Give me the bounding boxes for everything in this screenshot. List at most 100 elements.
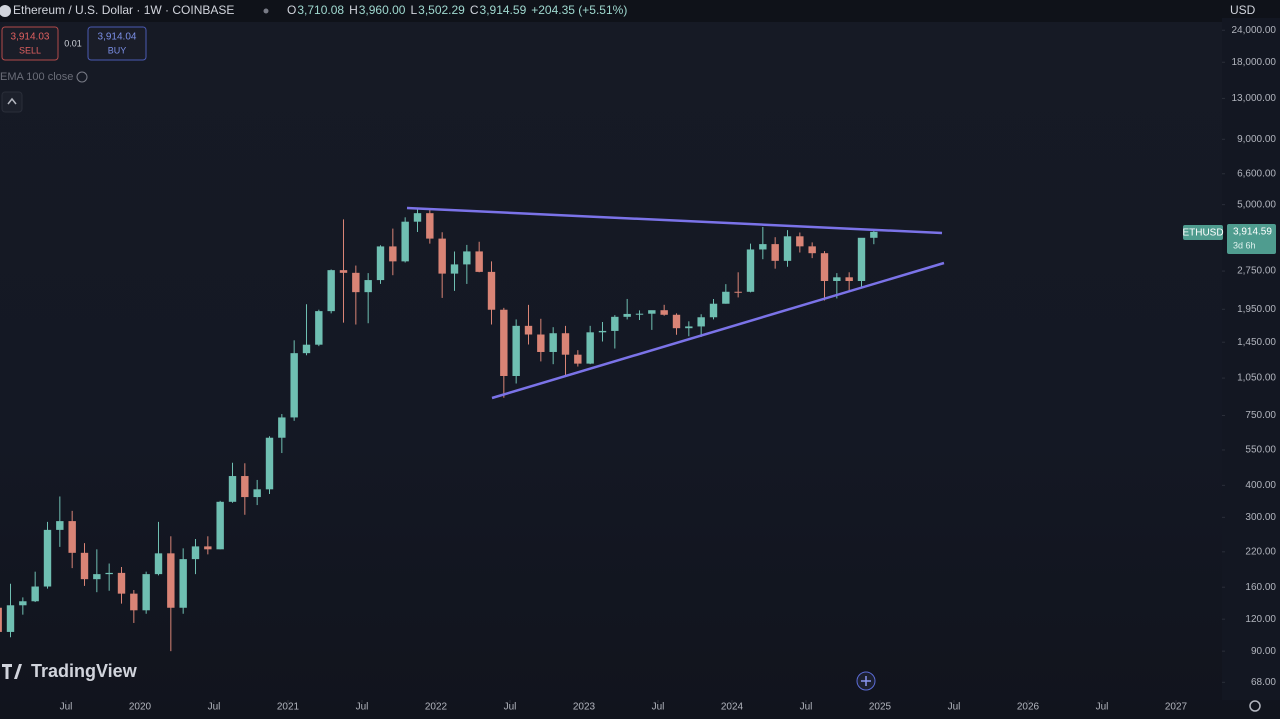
buy-button[interactable] (87, 26, 147, 61)
candle-body (783, 236, 792, 261)
candle-body (154, 553, 163, 575)
candle-body (450, 264, 459, 274)
candle-body (80, 552, 89, 580)
x-tick-label: 2024 (721, 702, 744, 713)
top-bar (0, 0, 1280, 22)
y-tick-label: 220.00 (1245, 546, 1276, 557)
candle-body (635, 313, 644, 315)
candle-body (31, 586, 39, 602)
candle-body (561, 333, 570, 355)
y-tick-label: 400.00 (1245, 480, 1276, 491)
add-icon (861, 676, 871, 686)
y-tick-label: 13,000.00 (1232, 93, 1277, 104)
legend-value: 3,502.29 (418, 3, 465, 17)
sell-button[interactable] (1, 26, 59, 61)
symbol-tag (1183, 225, 1223, 240)
candle-body (339, 270, 348, 273)
candle-body (475, 251, 483, 272)
legend-change: +204.35 (+5.51%) (531, 3, 627, 17)
candle-body (598, 330, 607, 333)
candle-body (364, 280, 372, 293)
candle-body (709, 303, 718, 318)
buy-label: BUY (108, 45, 127, 55)
candle-body (512, 325, 520, 376)
candle-body (228, 476, 237, 502)
legend-key: O (287, 3, 296, 17)
currency[interactable]: USD (1230, 3, 1256, 17)
y-tick-label: 550.00 (1245, 445, 1276, 456)
x-tick-label: 2027 (1165, 702, 1188, 713)
buy-price: 3,914.04 (98, 32, 137, 43)
legend-key: L (410, 3, 417, 17)
eth-icon (0, 5, 11, 17)
y-tick-label: 120.00 (1245, 614, 1276, 625)
candle-body (130, 593, 138, 611)
candle-body (105, 572, 113, 575)
x-tick-label: Jul (504, 702, 517, 713)
price-axis (1222, 18, 1280, 700)
y-tick-label: 68.00 (1251, 677, 1276, 688)
y-tick-label: 160.00 (1245, 582, 1276, 593)
candle-body (845, 277, 853, 282)
x-tick-label: Jul (356, 702, 369, 713)
candle-body (253, 489, 261, 498)
y-tick-label: 1,050.00 (1237, 373, 1276, 384)
settings-icon[interactable] (1249, 700, 1261, 712)
candle-body (426, 213, 434, 239)
candle-body (808, 246, 816, 254)
spread: 0.01 (64, 38, 82, 48)
legend-value: 3,710.08 (297, 3, 344, 17)
candle-body (820, 253, 829, 282)
candle-body (56, 521, 64, 530)
candle-body (68, 521, 76, 553)
candle-body (315, 311, 323, 345)
candle-body (290, 353, 298, 418)
candle-body (204, 546, 212, 550)
support-trendline (491, 261, 945, 400)
legend-value: 3,960.00 (359, 3, 406, 17)
y-tick-label: 24,000.00 (1232, 25, 1277, 36)
x-tick-label: 2026 (1017, 702, 1040, 713)
candle-body (697, 317, 705, 327)
legend-value: 3,914.59 (480, 3, 527, 17)
x-axis: 9Jul2020Jul2021Jul2022Jul2023Jul2024Jul2… (60, 700, 1188, 713)
collapse-icon (7, 97, 17, 105)
candle-body (302, 344, 311, 354)
candle-body (771, 244, 779, 261)
y-tick-label: 2,750.00 (1237, 266, 1276, 277)
candle-body (734, 291, 742, 293)
candle-body (672, 314, 681, 329)
visibility-icon[interactable] (76, 71, 88, 83)
logo-icon (2, 664, 22, 679)
y-axis: 24,000.00 18,000.00 13,000.00 9,000.00 6,600… (1222, 25, 1276, 688)
candle-body (93, 574, 101, 580)
x-tick-label: Jul (800, 702, 813, 713)
candle-body (413, 213, 422, 222)
sell-label: SELL (19, 45, 41, 55)
candle-body (6, 605, 15, 632)
x-tick-label: Jul (652, 702, 665, 713)
candle-body (241, 476, 249, 498)
candle-body (722, 291, 730, 304)
candle-body (524, 325, 533, 335)
candle-body (660, 310, 668, 315)
candle-body (389, 246, 397, 262)
indicator-label: EMA 100 close (0, 71, 73, 83)
candle-body (796, 236, 804, 247)
collapse-button[interactable] (1, 91, 23, 113)
candle-body (179, 559, 187, 608)
candle-body (278, 417, 286, 438)
status-dot (263, 8, 269, 14)
candle-body (586, 332, 594, 364)
symbol-title: Ethereum / U.S. Dollar · 1W · COINBASE (13, 3, 234, 17)
y-tick-label: 750.00 (1245, 410, 1276, 421)
x-tick-label: Jul (1096, 702, 1109, 713)
x-tick-label: 2023 (573, 702, 596, 713)
y-tick-label: 1,450.00 (1237, 337, 1276, 348)
candle-body (623, 313, 631, 317)
y-tick-label: 5,000.00 (1237, 199, 1276, 210)
candle-body (352, 272, 360, 293)
symbol-tag-text: ETHUSD (1182, 228, 1223, 239)
candle-body (685, 326, 693, 329)
